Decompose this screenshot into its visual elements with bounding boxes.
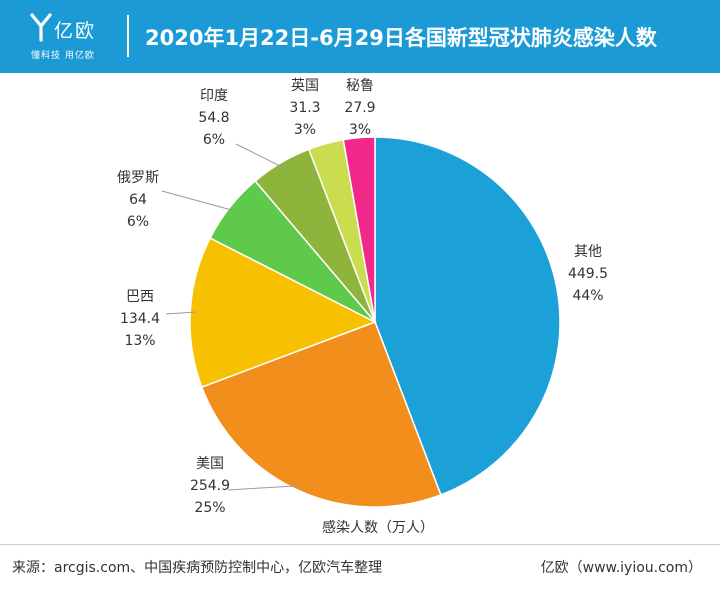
slice-label: 印度 [200, 88, 228, 104]
slice-value: 254.9 [190, 478, 230, 494]
pie-slice [342, 136, 376, 323]
slice-percent: 13% [124, 333, 155, 349]
slice-percent: 25% [194, 500, 225, 516]
pie-slice [200, 321, 442, 508]
slice-label: 其他 [574, 244, 602, 260]
logo-slogan: 懂科技 用亿欧 [31, 51, 95, 61]
header-bar: 亿欧 懂科技 用亿欧 2020年1月22日-6月29日各国新型冠状肺炎感染人数 [0, 0, 720, 73]
pie-slice [374, 136, 561, 496]
slice-label: 俄罗斯 [117, 170, 159, 186]
slice-percent: 3% [294, 122, 316, 138]
slice-labels: 其他 449.5 44% 美国 254.9 25% 巴西 134.4 13% 俄罗斯 64 6% 印度 5… [117, 77, 608, 516]
pie-chart: 其他 449.5 44% 美国 254.9 25% 巴西 134.4 13% 俄罗斯 64 6% 印度 5… [117, 77, 608, 536]
leader-lines [161, 143, 302, 491]
logo: 亿欧 懂科技 用亿欧 [30, 12, 110, 61]
pie-slices [189, 136, 561, 508]
yiou-logo-icon [30, 13, 52, 42]
slice-value: 54.8 [198, 110, 229, 126]
slice-percent: 3% [349, 122, 371, 138]
leader-line [235, 143, 284, 169]
logo-text: 亿欧 [54, 20, 97, 42]
chart-caption: 感染人数（万人） [322, 519, 434, 536]
leader-line [227, 485, 302, 491]
leader-line [161, 190, 235, 212]
slice-percent: 6% [203, 132, 225, 148]
slice-label: 秘鲁 [346, 78, 374, 94]
slice-label: 美国 [196, 456, 224, 472]
slice-value: 64 [129, 192, 147, 208]
slice-value: 27.9 [344, 100, 375, 116]
slice-label: 巴西 [126, 289, 154, 305]
slice-label: 英国 [291, 77, 319, 94]
chart-title: 2020年1月22日-6月29日各国新型冠状肺炎感染人数 [145, 26, 657, 50]
leader-line [165, 311, 196, 315]
pie-slice [189, 237, 377, 389]
slice-percent: 6% [127, 214, 149, 230]
slice-percent: 44% [572, 288, 603, 304]
slice-value: 134.4 [120, 311, 160, 327]
source-note: 来源：arcgis.com、中国疾病预防控制中心，亿欧汽车整理 [12, 560, 383, 576]
slice-value: 449.5 [568, 266, 608, 282]
footer-divider [0, 544, 720, 545]
footer-brand: 亿欧（www.iyiou.com） [540, 560, 702, 576]
header-divider [127, 15, 129, 57]
slice-value: 31.3 [289, 100, 320, 116]
